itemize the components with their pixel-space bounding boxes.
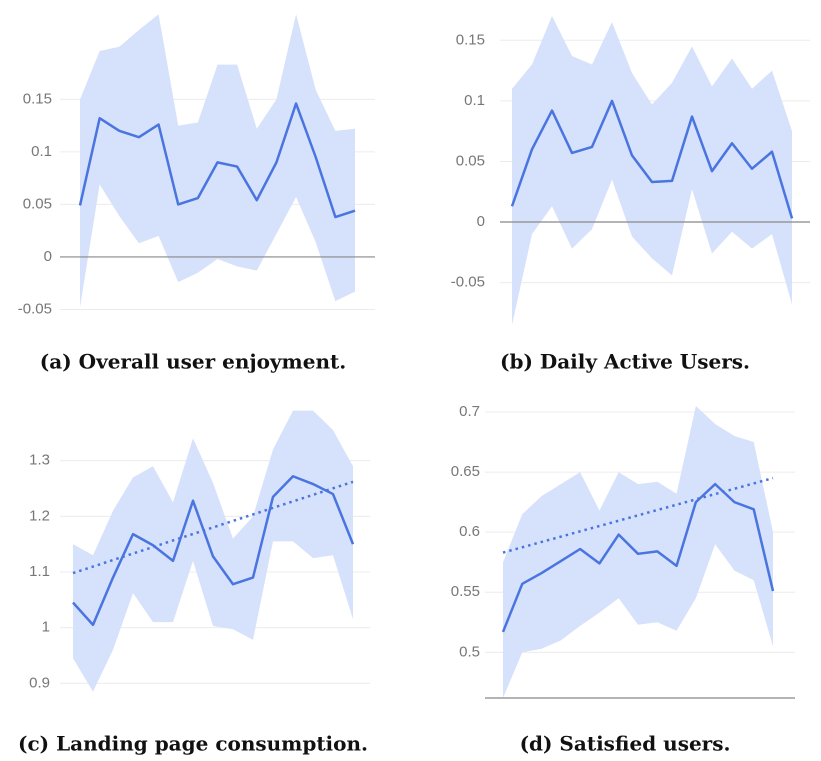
caption: (a) Overall user enjoyment.	[40, 350, 346, 374]
y-tick-label: 0.65	[451, 463, 480, 480]
confidence-band	[503, 406, 773, 698]
y-tick-label: 0	[44, 248, 52, 265]
y-tick-label: -0.05	[451, 274, 485, 291]
trend-line	[502, 476, 774, 554]
data-line	[501, 482, 775, 633]
y-tick-label: 0.1	[464, 92, 485, 109]
y-tick-label: 1.2	[29, 507, 50, 524]
confidence-band	[80, 14, 355, 308]
y-tick-label: 0	[477, 213, 485, 230]
y-tick-label: 0.1	[31, 143, 52, 160]
y-tick-label: 0.55	[451, 583, 480, 600]
data-line	[72, 474, 355, 627]
y-tick-label: 0.15	[456, 31, 485, 48]
y-tick-label: 1	[42, 619, 50, 636]
y-tick-label: -0.05	[18, 300, 52, 317]
y-tick-label: 0.6	[459, 523, 480, 540]
y-tick-label: 1.1	[29, 563, 50, 580]
confidence-band	[73, 410, 353, 692]
y-tick-label: 1.3	[29, 452, 50, 469]
caption: (d) Satisfied users.	[520, 732, 731, 756]
data-line	[78, 102, 356, 219]
y-tick-label: 0.05	[23, 195, 52, 212]
y-tick-label: 0.05	[456, 152, 485, 169]
y-tick-label: 0.9	[29, 674, 50, 691]
caption: (b) Daily Active Users.	[500, 350, 750, 374]
y-tick-label: 0.15	[23, 90, 52, 107]
y-tick-label: 0.5	[459, 643, 480, 660]
confidence-band	[512, 16, 792, 326]
data-line	[510, 99, 794, 219]
caption: (c) Landing page consumption.	[18, 732, 368, 756]
y-tick-label: 0.7	[459, 403, 480, 420]
